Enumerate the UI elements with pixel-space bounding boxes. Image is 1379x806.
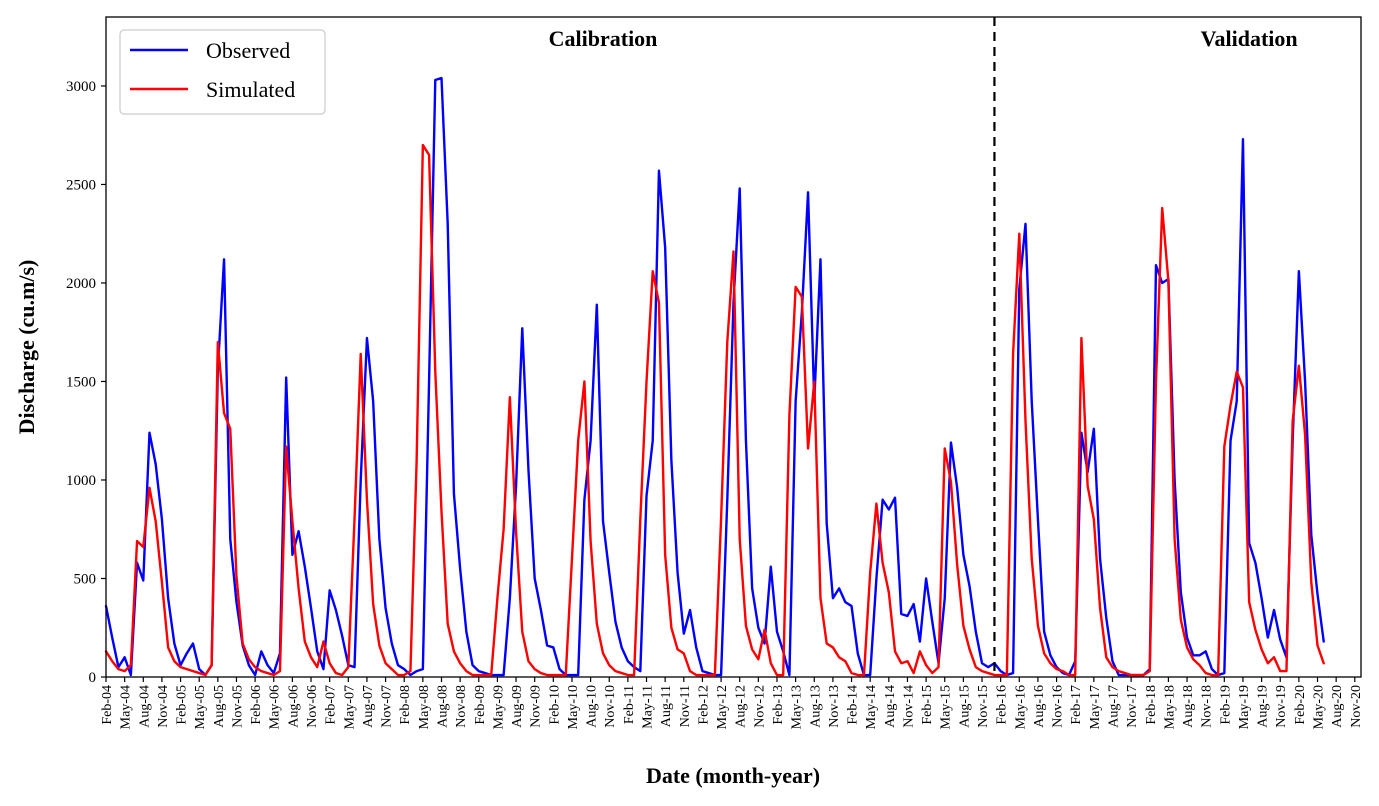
x-tick-label: Feb-10 — [547, 685, 562, 725]
x-tick-label: Feb-08 — [398, 685, 413, 725]
y-tick-label: 0 — [89, 670, 97, 686]
y-tick-label: 1500 — [66, 374, 96, 390]
x-tick-label: May-14 — [864, 685, 879, 729]
x-tick-label: Aug-08 — [435, 685, 450, 728]
x-tick-label: Nov-06 — [305, 685, 320, 728]
x-tick-label: Feb-07 — [324, 685, 339, 725]
x-tick-label: Feb-18 — [1144, 685, 1159, 725]
x-tick-label: Feb-20 — [1293, 685, 1308, 725]
x-tick-label: Feb-06 — [249, 685, 264, 725]
legend: Observed Simulated — [119, 29, 326, 115]
x-tick-label: May-06 — [268, 685, 283, 729]
x-tick-label: Feb-19 — [1218, 685, 1233, 725]
validation-label: Validation — [1201, 26, 1298, 51]
x-tick-label: Aug-19 — [1256, 685, 1271, 728]
y-axis: 0 500 1000 1500 2000 2500 3000 — [66, 79, 106, 686]
x-tick-label: Feb-11 — [622, 685, 637, 724]
x-tick-label: Nov-17 — [1125, 685, 1140, 728]
x-tick-label: Feb-14 — [846, 685, 861, 725]
x-tick-label: May-10 — [566, 685, 581, 729]
plot-frame — [105, 16, 1362, 678]
x-tick-label: May-04 — [119, 685, 134, 729]
x-tick-label: Feb-12 — [696, 685, 711, 725]
legend-label-simulated: Simulated — [206, 77, 295, 102]
x-tick-label: Nov-08 — [454, 685, 469, 728]
x-tick-label: Aug-13 — [808, 685, 823, 728]
x-tick-label: Feb-13 — [771, 685, 786, 725]
x-tick-label: Nov-19 — [1274, 685, 1289, 728]
x-tick-label: Aug-10 — [585, 685, 600, 728]
x-tick-label: May-08 — [417, 685, 432, 729]
x-tick-label: May-05 — [193, 685, 208, 729]
x-tick-label: Nov-14 — [901, 685, 916, 728]
x-tick-label: Aug-11 — [659, 685, 674, 727]
y-tick-label: 3000 — [66, 79, 96, 95]
x-tick-label: Aug-15 — [957, 685, 972, 728]
x-tick-label: Aug-17 — [1106, 685, 1121, 728]
series-lines — [104, 76, 1325, 677]
x-tick-label: May-11 — [641, 685, 656, 729]
x-tick-label: Nov-10 — [603, 685, 618, 728]
x-tick-label: Feb-17 — [1069, 685, 1084, 725]
plot-background — [106, 17, 1361, 677]
x-tick-label: Aug-06 — [286, 685, 301, 728]
x-tick-label: Aug-07 — [361, 685, 376, 728]
legend-label-observed: Observed — [206, 38, 290, 63]
x-tick-label: Nov-12 — [752, 685, 767, 728]
x-tick-label: Aug-05 — [212, 685, 227, 728]
x-tick-label: Aug-14 — [883, 685, 898, 728]
x-tick-label: Aug-18 — [1181, 685, 1196, 728]
x-tick-label: Feb-04 — [100, 685, 115, 725]
y-tick-label: 500 — [74, 571, 97, 587]
x-axis: Feb-04 May-04 Aug-04 Nov-04 Feb-05 May-05 Aug-… — [100, 677, 1364, 729]
x-tick-label: May-18 — [1162, 685, 1177, 729]
x-tick-label: May-09 — [491, 685, 506, 729]
x-tick-label: Aug-12 — [734, 685, 749, 728]
x-tick-label: Nov-16 — [1051, 685, 1066, 728]
y-axis-title: Discharge (cu.m/s) — [14, 260, 39, 435]
x-tick-label: Aug-04 — [137, 685, 152, 728]
x-axis-title: Date (month-year) — [646, 763, 820, 788]
series-line-simulated — [104, 143, 1325, 677]
x-tick-label: Nov-05 — [230, 685, 245, 728]
x-tick-label: Nov-11 — [678, 685, 693, 727]
calibration-label: Calibration — [549, 26, 658, 51]
x-tick-label: Nov-07 — [380, 685, 395, 728]
x-tick-label: May-12 — [715, 685, 730, 729]
x-tick-label: Nov-04 — [156, 685, 171, 728]
x-tick-label: Feb-16 — [995, 685, 1010, 725]
x-tick-label: Feb-09 — [473, 685, 488, 725]
x-tick-label: May-07 — [342, 685, 357, 729]
x-tick-label: Nov-20 — [1349, 685, 1364, 728]
x-tick-label: May-16 — [1013, 685, 1028, 729]
x-tick-label: Aug-20 — [1330, 685, 1345, 728]
x-tick-label: Nov-13 — [827, 685, 842, 728]
x-tick-label: Nov-15 — [976, 685, 991, 728]
x-tick-label: Nov-09 — [529, 685, 544, 728]
x-tick-label: Nov-18 — [1200, 685, 1215, 728]
x-tick-label: May-17 — [1088, 685, 1103, 729]
x-tick-label: Feb-05 — [175, 685, 190, 725]
x-tick-label: Feb-15 — [920, 685, 935, 725]
x-tick-label: May-19 — [1237, 685, 1252, 729]
x-tick-label: Aug-16 — [1032, 685, 1047, 728]
x-tick-label: May-13 — [790, 685, 805, 729]
y-tick-label: 2000 — [66, 276, 96, 292]
x-tick-label: May-20 — [1312, 685, 1327, 729]
y-tick-label: 1000 — [66, 473, 96, 489]
x-tick-label: Aug-09 — [510, 685, 525, 728]
x-tick-label: May-15 — [939, 685, 954, 729]
y-tick-label: 2500 — [66, 177, 96, 193]
